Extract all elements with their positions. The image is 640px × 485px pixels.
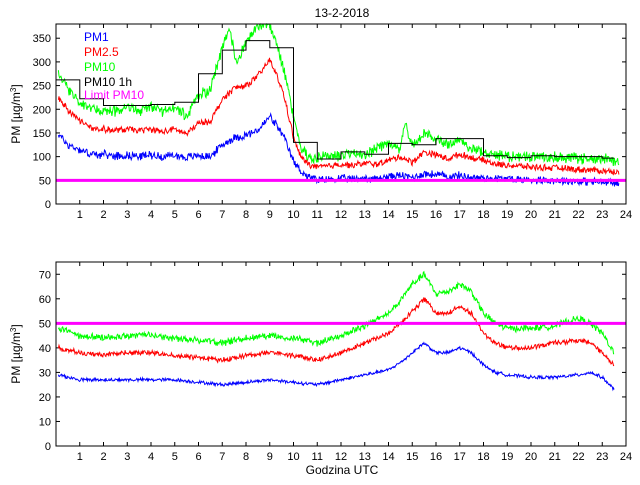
bottom-x-tick-label: 11 [312, 451, 323, 463]
bottom-x-tick-label: 24 [620, 451, 632, 463]
bottom-y-tick-label: 40 [39, 343, 51, 355]
bottom-y-axis-label: PM [µg/m3] [9, 324, 23, 383]
top-x-tick-label: 1 [77, 209, 83, 221]
top-series-pm10-1h [56, 40, 615, 160]
top-x-tick-label: 11 [312, 209, 323, 221]
bottom-panel: 1 2 3 4 5 6 7 8 9 10 11 12 13 14 15 16 17 18 19 20 21 22 23 24 … [9, 261, 632, 477]
top-y-tick-label: 300 [33, 57, 51, 69]
bottom-series-pm10 [57, 270, 615, 355]
bottom-x-tick-label: 9 [267, 451, 273, 463]
top-x-tick-label: 19 [501, 209, 513, 221]
top-y-tick-label: 250 [33, 81, 51, 93]
top-x-tick-label: 15 [406, 209, 418, 221]
top-x-tick-label: 20 [525, 209, 537, 221]
top-x-tick-label: 3 [124, 209, 130, 221]
top-series-lines [56, 22, 626, 187]
top-x-tick-label: 18 [477, 209, 489, 221]
legend-pm10: PM10 [84, 60, 116, 74]
top-plot-area [56, 24, 626, 204]
top-x-tick-label: 12 [335, 209, 347, 221]
top-x-tick-label: 16 [430, 209, 442, 221]
bottom-x-tick-label: 20 [525, 451, 537, 463]
bottom-x-tick-label: 16 [430, 451, 442, 463]
bottom-x-tick-label: 23 [596, 451, 608, 463]
top-y-tick-label: 350 [33, 33, 51, 45]
top-x-tick-label: 24 [620, 209, 632, 221]
top-x-tick-label: 6 [195, 209, 201, 221]
bottom-x-tick-label: 15 [406, 451, 418, 463]
top-plot-frame [55, 23, 627, 205]
bottom-series-pm2-5 [57, 297, 615, 367]
top-y-tick-label: 0 [45, 199, 51, 211]
bottom-x-tick-label: 1 [77, 451, 83, 463]
bottom-x-tick-label: 4 [148, 451, 154, 463]
bottom-y-tick-label: 10 [39, 416, 51, 428]
top-x-tick-label: 17 [454, 209, 466, 221]
top-x-tick-label: 22 [572, 209, 584, 221]
bottom-y-tick-label: 20 [39, 392, 51, 404]
top-series-pm2-5 [57, 57, 620, 176]
top-series-pm10 [57, 22, 620, 166]
bottom-y-tick-label: 70 [39, 269, 51, 281]
top-y-axis-label: PM [µg/m3] [9, 84, 23, 143]
bottom-series-lines [56, 270, 626, 392]
top-panel: 13-2-2018 1 2 3 4 5 6 7 8 9 10 11 12 13 14 15 16 17 18 19 2… [9, 6, 632, 221]
legend: PM1 PM2.5 PM10 PM10 1h Limit PM10 [84, 30, 144, 102]
bottom-x-ticks: 1 2 3 4 5 6 7 8 9 10 11 12 13 14 15 16 17 18 19 20 21 22 23 24 [77, 262, 632, 463]
bottom-x-tick-label: 14 [382, 451, 394, 463]
bottom-x-tick-label: 19 [501, 451, 513, 463]
legend-pm10-1h: PM10 1h [84, 75, 132, 89]
top-x-tick-label: 13 [359, 209, 371, 221]
bottom-series-pm1 [57, 341, 615, 392]
bottom-x-tick-label: 21 [549, 451, 561, 463]
bottom-x-tick-label: 18 [477, 451, 489, 463]
top-x-tick-label: 4 [148, 209, 154, 221]
bottom-x-tick-label: 17 [454, 451, 466, 463]
bottom-x-tick-label: 10 [287, 451, 299, 463]
top-y-tick-label: 50 [39, 175, 51, 187]
top-x-tick-label: 9 [267, 209, 273, 221]
top-x-tick-label: 21 [549, 209, 561, 221]
x-axis-label: Godzina UTC [306, 463, 379, 477]
bottom-y-tick-label: 30 [39, 367, 51, 379]
bottom-y-tick-label: 50 [39, 318, 51, 330]
top-x-tick-label: 14 [382, 209, 394, 221]
legend-limit-pm10: Limit PM10 [84, 88, 144, 102]
bottom-plot-frame [55, 261, 627, 447]
bottom-y-tick-label: 60 [39, 294, 51, 306]
bottom-x-tick-label: 12 [335, 451, 347, 463]
bottom-y-ticks: 0 10 20 30 40 50 60 70 [39, 269, 626, 453]
bottom-x-tick-label: 6 [195, 451, 201, 463]
bottom-x-tick-label: 22 [572, 451, 584, 463]
top-x-tick-label: 7 [219, 209, 225, 221]
top-x-tick-label: 5 [172, 209, 178, 221]
bottom-x-tick-label: 7 [219, 451, 225, 463]
top-x-tick-label: 2 [100, 209, 106, 221]
bottom-x-tick-label: 8 [243, 451, 249, 463]
bottom-x-tick-label: 13 [359, 451, 371, 463]
top-y-tick-label: 150 [33, 128, 51, 140]
chart-title: 13-2-2018 [315, 6, 370, 20]
top-y-tick-label: 100 [33, 152, 51, 164]
bottom-x-tick-label: 2 [100, 451, 106, 463]
bottom-x-tick-label: 5 [172, 451, 178, 463]
bottom-y-tick-label: 0 [45, 441, 51, 453]
top-x-tick-label: 8 [243, 209, 249, 221]
top-x-tick-label: 23 [596, 209, 608, 221]
top-y-tick-label: 200 [33, 104, 51, 116]
top-y-ticks: 0 50 100 150 200 250 300 350 [33, 33, 626, 211]
bottom-x-tick-label: 3 [124, 451, 130, 463]
top-x-tick-label: 10 [287, 209, 299, 221]
legend-pm25: PM2.5 [84, 45, 119, 59]
legend-pm1: PM1 [84, 30, 109, 44]
